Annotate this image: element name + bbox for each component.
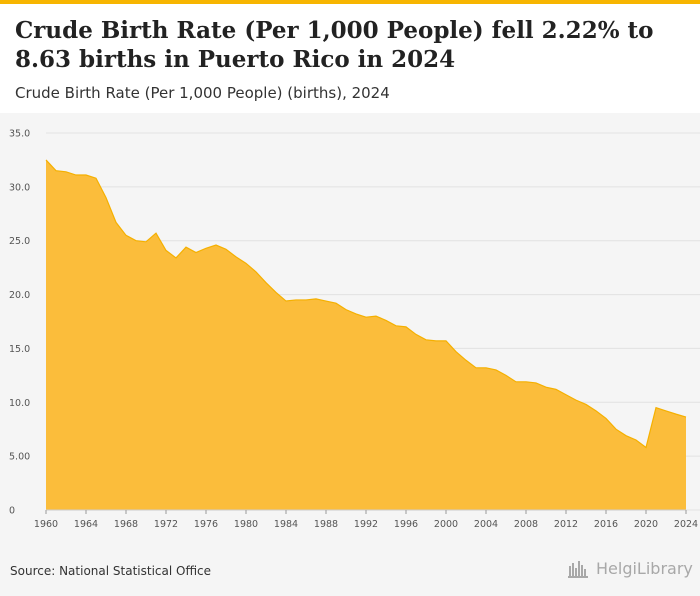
y-tick-label: 20.0 (9, 290, 30, 301)
x-tick-label: 2020 (634, 519, 658, 530)
x-tick-label: 1984 (274, 519, 298, 530)
y-tick-label: 10.0 (9, 398, 30, 409)
library-logo-icon (568, 560, 588, 578)
x-tick-label: 1964 (74, 519, 98, 530)
logo-text: HelgiLibrary (596, 559, 693, 578)
chart-subtitle: Crude Birth Rate (Per 1,000 People) (bir… (15, 84, 390, 102)
y-tick-label: 35.0 (9, 129, 30, 140)
x-tick-label: 2016 (594, 519, 618, 530)
x-tick-label: 1996 (394, 519, 418, 530)
x-tick-label: 1992 (354, 519, 378, 530)
x-tick-label: 1980 (234, 519, 258, 530)
y-tick-label: 5.00 (9, 452, 30, 463)
top-accent-bar (0, 0, 700, 4)
x-tick-label: 1972 (154, 519, 178, 530)
helgilibrary-logo[interactable]: HelgiLibrary (568, 559, 693, 578)
x-tick-label: 2024 (674, 519, 698, 530)
y-tick-label: 30.0 (9, 182, 30, 193)
x-tick-label: 2004 (474, 519, 498, 530)
source-note: Source: National Statistical Office (10, 564, 212, 578)
chart-area: 0 5.00 10.0 15.0 20.0 25.0 30.0 35.0 1960 1964 196… (0, 113, 700, 596)
y-tick-label: 25.0 (9, 236, 30, 247)
x-tick-label: 1976 (194, 519, 218, 530)
series-area (46, 159, 686, 510)
x-tick-label: 1968 (114, 519, 138, 530)
page-title: Crude Birth Rate (Per 1,000 People) fell… (15, 17, 654, 73)
x-tick-label: 2000 (434, 519, 458, 530)
header: Crude Birth Rate (Per 1,000 People) fell… (0, 4, 700, 112)
y-tick-label: 0 (9, 506, 15, 517)
y-tick-label: 15.0 (9, 344, 30, 355)
series-line (45, 159, 687, 449)
x-tick-label: 2012 (554, 519, 578, 530)
area-chart: 0 5.00 10.0 15.0 20.0 25.0 30.0 35.0 1960 1964 196… (9, 129, 700, 530)
x-tick-label: 1960 (34, 519, 58, 530)
x-tick-label: 2008 (514, 519, 538, 530)
x-tick-label: 1988 (314, 519, 338, 530)
